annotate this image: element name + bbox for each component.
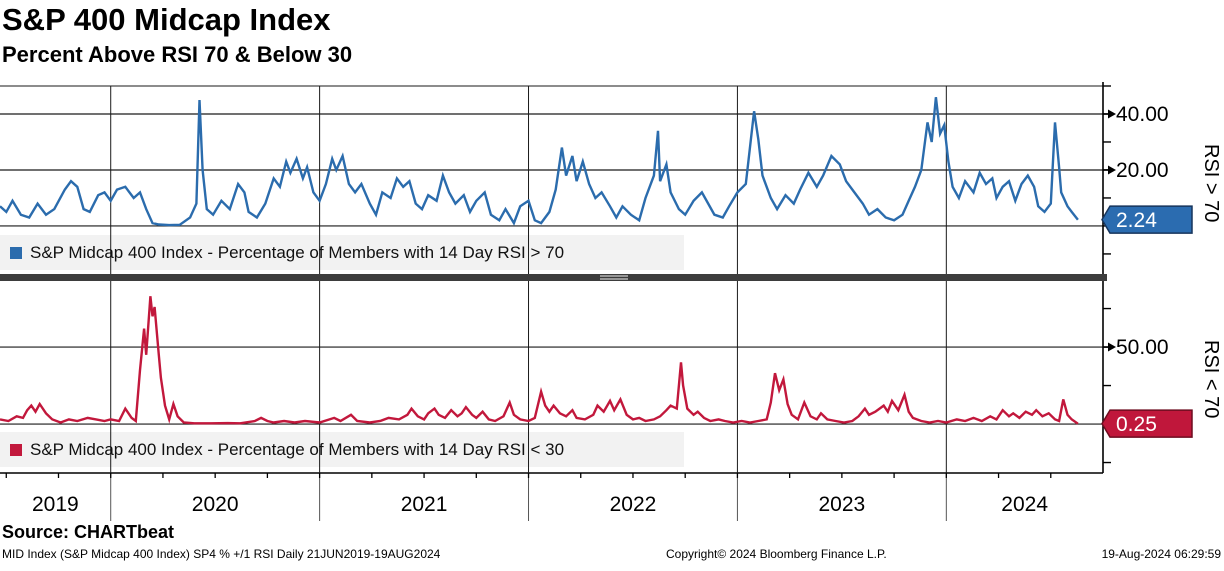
axis-title-rsi-above-70: RSI > 70 xyxy=(1200,143,1222,223)
legend-label: S&P Midcap 400 Index - Percentage of Mem… xyxy=(30,242,565,262)
series-line-rsi-below-30 xyxy=(0,296,1079,425)
value-tag-rsi-below-30 xyxy=(1101,409,1193,438)
x-axis-year-label: 2019 xyxy=(32,493,79,516)
y-tick-arrow xyxy=(1108,342,1116,352)
series-line-rsi-above-70 xyxy=(0,97,1079,227)
x-axis-year-label: 2023 xyxy=(819,493,866,516)
y-axis-label: 50.00 xyxy=(1116,336,1169,359)
legend-rsi-below-30: S&P Midcap 400 Index - Percentage of Mem… xyxy=(0,432,684,467)
panel-separator xyxy=(0,274,1107,281)
value-tag-label: 0.25 xyxy=(1116,413,1157,436)
legend-swatch-red xyxy=(10,443,22,456)
footer-meta: MID Index (S&P Midcap 400 Index) SP4 % +… xyxy=(2,547,441,561)
source-label: Source: CHARTbeat xyxy=(2,522,175,542)
legend-band-top xyxy=(0,235,684,270)
y-axis-label: 20.00 xyxy=(1116,159,1169,182)
axis-title-rsi-below-70: RSI < 70 xyxy=(1200,340,1222,419)
legend-label: S&P Midcap 400 Index - Percentage of Mem… xyxy=(30,439,565,459)
x-axis-year-label: 2020 xyxy=(192,493,239,516)
value-tag-label: 2.24 xyxy=(1116,209,1157,232)
legend-rsi-above-70: S&P Midcap 400 Index - Percentage of Mem… xyxy=(0,235,684,270)
footer-timestamp: 19-Aug-2024 06:29:59 xyxy=(1101,547,1221,561)
page-subtitle: Percent Above RSI 70 & Below 30 xyxy=(2,42,353,67)
page-title: S&P 400 Midcap Index xyxy=(2,2,331,37)
x-axis-year-label: 2022 xyxy=(610,493,657,516)
x-axis-year-label: 2021 xyxy=(401,493,448,516)
legend-band-bottom xyxy=(0,432,684,467)
y-axis-label: 40.00 xyxy=(1116,103,1169,126)
x-axis-year-label: 2024 xyxy=(1001,493,1048,516)
value-tag-rsi-above-70 xyxy=(1101,205,1193,234)
y-tick-arrow xyxy=(1108,165,1116,175)
footer-copyright: Copyright© 2024 Bloomberg Finance L.P. xyxy=(666,547,887,561)
y-tick-arrow xyxy=(1108,109,1116,119)
legend-swatch-blue xyxy=(10,246,22,259)
